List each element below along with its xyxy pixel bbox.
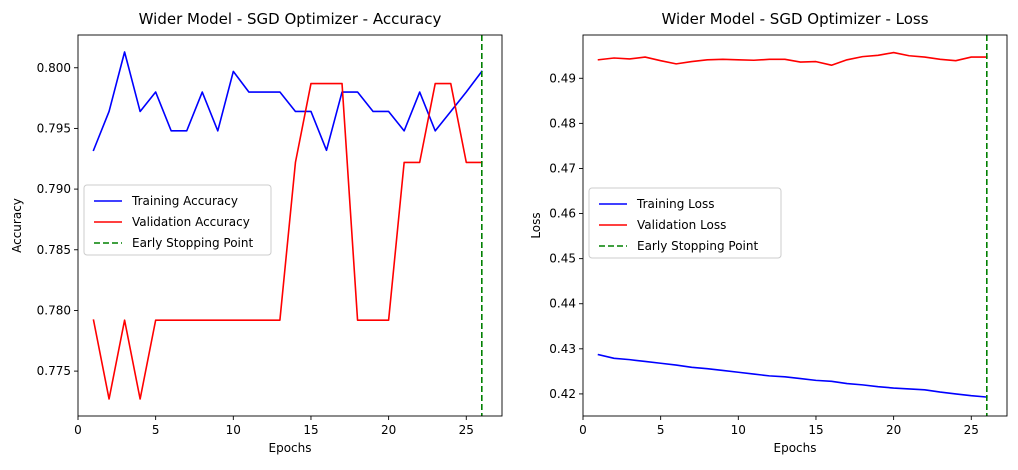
y-tick-label: 0.43 (549, 342, 576, 356)
x-tick-label: 20 (886, 423, 901, 437)
legend: Training Accuracy Validation Accuracy Earl… (83, 184, 272, 256)
y-tick-label: 0.775 (37, 364, 71, 378)
plot-area (597, 35, 988, 416)
chart-1: Wider Model - SGD Optimizer - Accuracy 0 5… (10, 10, 503, 455)
chart-title: Wider Model - SGD Optimizer - Loss (661, 10, 928, 28)
series-line-1 (597, 353, 988, 398)
legend-box (83, 184, 272, 256)
series-line-1 (92, 51, 483, 152)
y-tick-label: 0.42 (549, 387, 576, 401)
x-tick-label: 20 (381, 423, 396, 437)
legend-label: Validation Loss (637, 218, 726, 232)
legend-label: Training Accuracy (131, 194, 238, 208)
y-tick-label: 0.780 (37, 303, 71, 317)
x-tick-label: 15 (808, 423, 823, 437)
y-tick-label: 0.47 (549, 161, 576, 175)
y-tick-label: 0.44 (549, 297, 576, 311)
y-axis-label: Loss (529, 212, 543, 238)
chart-2: Wider Model - SGD Optimizer - Loss 0 5 10 15… (529, 10, 1008, 455)
x-axis-label: Epochs (774, 441, 817, 455)
x-tick-label: 0 (74, 423, 82, 437)
legend-label: Early Stopping Point (132, 236, 253, 250)
y-tick-label: 0.800 (37, 61, 71, 75)
y-tick-label: 0.45 (549, 252, 576, 266)
y-tick-label: 0.48 (549, 116, 576, 130)
y-tick-label: 0.49 (549, 71, 576, 85)
legend-label: Early Stopping Point (637, 239, 758, 253)
plot-area (92, 35, 483, 416)
x-tick-label: 10 (226, 423, 241, 437)
x-tick-label: 5 (152, 423, 160, 437)
y-tick-label: 0.785 (37, 243, 71, 257)
x-tick-label: 10 (731, 423, 746, 437)
y-tick-label: 0.795 (37, 121, 71, 135)
chart-title: Wider Model - SGD Optimizer - Accuracy (139, 10, 442, 28)
x-axis-label: Epochs (269, 441, 312, 455)
series-line-2 (92, 82, 483, 400)
x-tick-label: 25 (964, 423, 979, 437)
y-tick-label: 0.46 (549, 207, 576, 221)
y-tick-label: 0.790 (37, 182, 71, 196)
axes-frame (582, 34, 1008, 417)
x-tick-label: 5 (657, 423, 665, 437)
legend-box (588, 187, 782, 259)
axes-frame (77, 34, 503, 417)
y-axis-label: Accuracy (10, 198, 24, 253)
x-tick-label: 0 (579, 423, 587, 437)
series-line-2 (597, 51, 988, 67)
legend-label: Validation Accuracy (132, 215, 250, 229)
legend: Training Loss Validation Loss Early Stoppi… (588, 187, 782, 259)
x-tick-label: 25 (459, 423, 474, 437)
x-tick-label: 15 (303, 423, 318, 437)
legend-label: Training Loss (636, 197, 714, 211)
